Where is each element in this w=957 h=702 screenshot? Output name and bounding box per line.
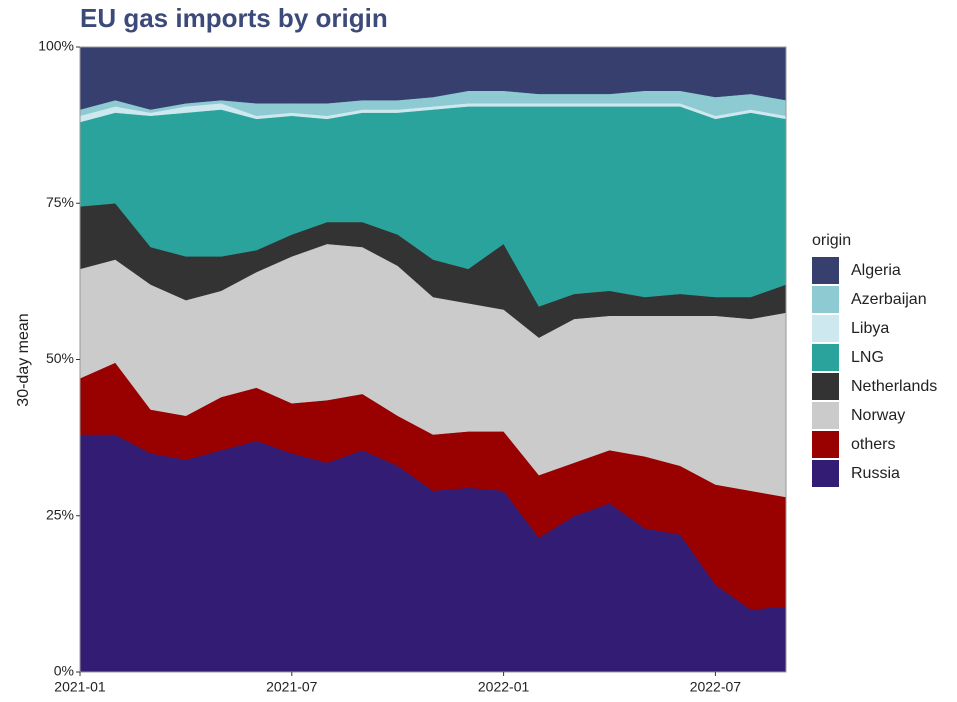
legend-swatch	[812, 257, 839, 284]
y-tick-label: 100%	[38, 38, 74, 54]
legend-swatch	[812, 344, 839, 371]
legend-swatch	[812, 402, 839, 429]
x-tick-label: 2021-07	[266, 679, 318, 695]
legend-label: Netherlands	[851, 378, 937, 395]
legend-swatch	[812, 315, 839, 342]
legend-swatch	[812, 373, 839, 400]
legend-label: Russia	[851, 465, 900, 482]
legend-label: Norway	[851, 407, 905, 424]
y-tick-label: 0%	[54, 663, 74, 679]
legend-label: Azerbaijan	[851, 291, 927, 308]
legend-swatch	[812, 460, 839, 487]
legend-title: origin	[812, 232, 851, 249]
x-tick-label: 2021-01	[54, 679, 106, 695]
legend-label: LNG	[851, 349, 884, 366]
legend-label: others	[851, 436, 895, 453]
legend-swatch	[812, 431, 839, 458]
y-axis-label: 30-day mean	[15, 313, 32, 406]
legend-swatch	[812, 286, 839, 313]
y-tick-label: 25%	[46, 506, 74, 522]
legend-label: Algeria	[851, 262, 901, 279]
y-tick-label: 50%	[46, 350, 74, 366]
chart-title: EU gas imports by origin	[80, 3, 388, 33]
x-tick-label: 2022-07	[690, 679, 742, 695]
y-tick-label: 75%	[46, 194, 74, 210]
legend-label: Libya	[851, 320, 889, 337]
x-tick-label: 2022-01	[478, 679, 530, 695]
